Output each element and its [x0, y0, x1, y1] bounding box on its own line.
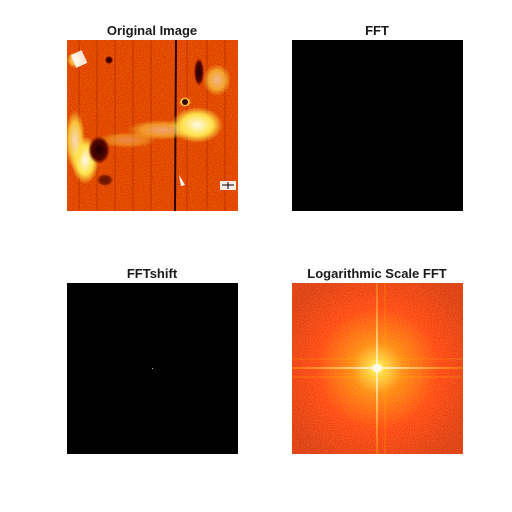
centered-spectrum-dot-image-icon — [67, 283, 238, 454]
surface-texture-image-icon — [67, 40, 238, 211]
original-image-axes — [67, 40, 238, 211]
black-spectrum-image-icon — [292, 40, 463, 211]
panel-title-original-image: Original Image — [106, 23, 198, 38]
panel-title-log-scale-fft: Logarithmic Scale FFT — [307, 266, 447, 281]
fftshift-axes — [67, 283, 238, 454]
panel-title-fftshift: FFTshift — [126, 266, 178, 281]
log-scale-fft-axes — [292, 283, 463, 454]
panel-title-fft: FFT — [365, 23, 389, 38]
fft-axes — [292, 40, 463, 211]
log-spectrum-image-icon — [292, 283, 463, 454]
